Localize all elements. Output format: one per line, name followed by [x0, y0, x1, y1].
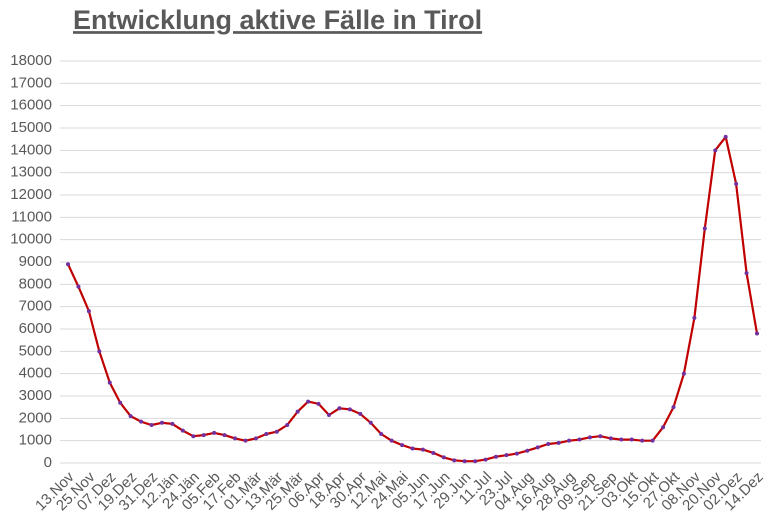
- data-point: [410, 446, 415, 451]
- y-tick-label: 15000: [10, 119, 52, 136]
- data-point: [285, 423, 290, 428]
- data-point: [170, 421, 175, 426]
- data-point: [755, 331, 759, 336]
- data-point: [661, 425, 666, 430]
- data-point: [734, 181, 739, 186]
- data-point: [483, 457, 488, 462]
- data-point: [76, 284, 81, 289]
- data-point: [180, 428, 185, 433]
- y-tick-label: 16000: [10, 97, 52, 114]
- y-tick-label: 14000: [10, 141, 52, 158]
- data-point: [222, 433, 227, 438]
- y-tick-label: 1000: [19, 432, 52, 449]
- data-point: [598, 434, 603, 439]
- data-point: [326, 412, 331, 417]
- data-point: [692, 315, 697, 320]
- data-point: [514, 451, 519, 456]
- y-tick-label: 17000: [10, 74, 52, 91]
- data-point: [233, 436, 238, 441]
- data-point: [295, 409, 300, 414]
- data-point: [379, 431, 384, 436]
- data-point: [264, 431, 269, 436]
- data-line: [67, 135, 759, 463]
- data-point: [546, 442, 551, 447]
- data-point: [201, 433, 206, 438]
- data-point: [159, 420, 164, 425]
- data-point: [619, 437, 624, 442]
- y-tick-label: 7000: [19, 298, 52, 315]
- y-tick-label: 11000: [11, 208, 52, 225]
- data-point: [97, 349, 102, 354]
- data-point: [212, 430, 217, 435]
- data-point: [567, 438, 572, 443]
- data-point: [608, 436, 613, 441]
- data-point: [358, 411, 363, 416]
- data-point: [473, 459, 478, 464]
- data-point: [420, 447, 425, 452]
- y-tick-label: 0: [44, 454, 52, 471]
- data-point: [587, 435, 592, 440]
- data-point: [347, 407, 352, 412]
- data-point: [118, 400, 123, 405]
- data-point: [139, 419, 144, 424]
- data-point: [66, 262, 70, 267]
- y-tick-label: 9000: [19, 253, 52, 270]
- data-point: [525, 448, 530, 453]
- data-point: [702, 226, 707, 231]
- y-tick-label: 18000: [10, 52, 52, 69]
- y-tick-label: 5000: [19, 342, 52, 359]
- data-point: [128, 414, 133, 419]
- data-point: [274, 429, 279, 434]
- data-point: [253, 436, 258, 441]
- data-point: [535, 445, 540, 450]
- data-point: [86, 309, 91, 314]
- data-point: [462, 459, 467, 464]
- chart-title: Entwicklung aktive Fälle in Tirol: [73, 5, 482, 35]
- data-point: [306, 399, 311, 404]
- data-point: [494, 454, 499, 459]
- data-point: [713, 148, 718, 153]
- data-point: [650, 438, 655, 443]
- y-tick-label: 3000: [19, 387, 52, 404]
- data-point: [368, 420, 373, 425]
- data-point: [452, 458, 457, 463]
- data-point: [400, 443, 405, 448]
- y-tick-label: 4000: [19, 365, 52, 382]
- data-point: [389, 438, 394, 443]
- data-point: [441, 455, 446, 460]
- data-point: [671, 405, 676, 410]
- data-point: [556, 440, 561, 445]
- data-point: [431, 450, 436, 455]
- data-point: [316, 401, 321, 406]
- y-tick-label: 13000: [10, 164, 52, 181]
- data-point: [504, 453, 509, 458]
- y-tick-label: 12000: [10, 186, 52, 203]
- data-point: [640, 438, 645, 443]
- data-point: [191, 434, 196, 439]
- data-point: [577, 437, 582, 442]
- y-tick-label: 6000: [19, 320, 52, 337]
- data-point: [243, 438, 248, 443]
- y-tick-label: 8000: [19, 275, 52, 292]
- data-point: [681, 371, 686, 376]
- data-point: [107, 380, 112, 385]
- data-point: [744, 271, 749, 276]
- y-tick-label: 2000: [19, 409, 52, 426]
- data-point: [723, 134, 728, 139]
- y-tick-label: 10000: [10, 231, 52, 248]
- data-point: [337, 406, 342, 411]
- data-point: [149, 423, 154, 428]
- data-point: [629, 437, 634, 442]
